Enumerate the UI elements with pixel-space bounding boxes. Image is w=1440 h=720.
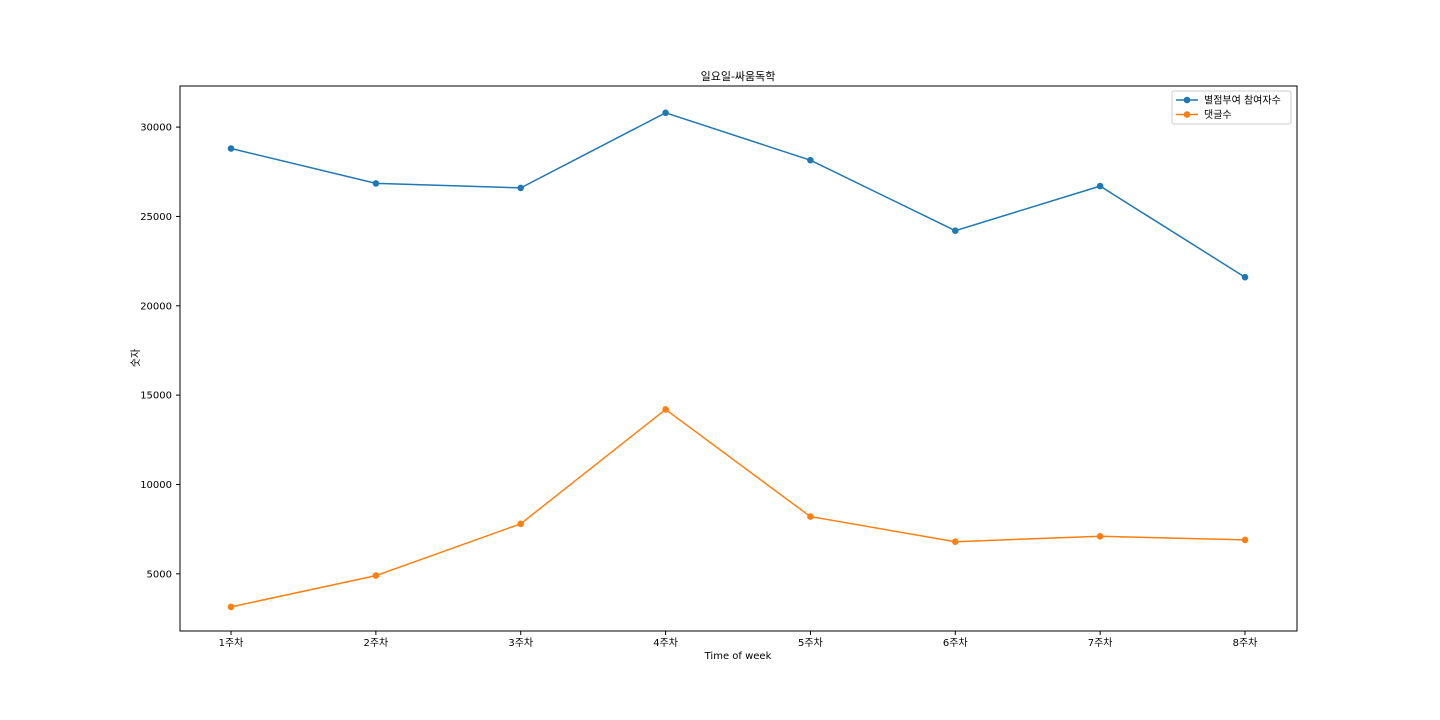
- y-tick-label: 15000: [140, 391, 172, 402]
- data-point: [227, 603, 235, 611]
- series-layer: [227, 109, 1249, 611]
- legend-marker: [1183, 111, 1191, 118]
- x-tick-label: 3주차: [508, 637, 533, 649]
- y-tick-label: 30000: [140, 123, 172, 134]
- chart-title: 일요일-싸움독학: [701, 69, 776, 83]
- data-point: [517, 520, 524, 528]
- plot-area: [179, 85, 1298, 632]
- legend-item: 댓글수: [1176, 109, 1232, 121]
- data-point: [227, 145, 235, 152]
- x-tick-label: 8주차: [1233, 637, 1258, 649]
- data-point: [952, 538, 959, 545]
- x-tick-label: 6주차: [943, 637, 968, 649]
- legend-label: 댓글수: [1204, 109, 1232, 121]
- y-axis: 5000 10000 15000 20000 25000 30000: [140, 123, 180, 580]
- data-point: [1241, 273, 1249, 281]
- plot-frame: [179, 85, 1298, 632]
- data-point: [952, 227, 959, 234]
- x-tick-label: 1주차: [219, 637, 244, 649]
- series-2: [227, 406, 1249, 611]
- legend-marker: [1183, 96, 1191, 104]
- y-axis-title: 숫자: [130, 349, 142, 367]
- data-point: [372, 572, 380, 579]
- x-tick-label: 7주차: [1088, 637, 1113, 649]
- y-tick-label: 5000: [147, 569, 172, 580]
- series-line: [230, 111, 1246, 278]
- data-point: [1096, 533, 1104, 540]
- x-axis: 1주차 2주차 3주차 4주차 5주차 6주차 7주차 8주차: [219, 631, 1258, 649]
- x-axis-title: Time of week: [704, 651, 772, 662]
- legend-item: 별점부여 참여자수: [1176, 95, 1281, 107]
- data-point: [807, 156, 814, 164]
- series-1: [227, 109, 1249, 281]
- data-point: [517, 184, 524, 192]
- data-point: [372, 180, 380, 187]
- data-point: [1241, 536, 1249, 544]
- data-point: [662, 109, 669, 117]
- data-point: [807, 513, 814, 520]
- y-tick-label: 20000: [140, 301, 172, 312]
- series-line: [230, 408, 1246, 608]
- x-tick-label: 4주차: [653, 637, 678, 649]
- x-tick-label: 2주차: [363, 637, 388, 649]
- y-tick-label: 10000: [140, 480, 172, 491]
- legend-box: [1171, 90, 1292, 125]
- x-tick-label: 5주차: [798, 637, 823, 649]
- legend-label: 별점부여 참여자수: [1204, 95, 1281, 107]
- y-tick-label: 25000: [140, 212, 172, 223]
- data-point: [1096, 182, 1104, 190]
- data-point: [662, 406, 669, 413]
